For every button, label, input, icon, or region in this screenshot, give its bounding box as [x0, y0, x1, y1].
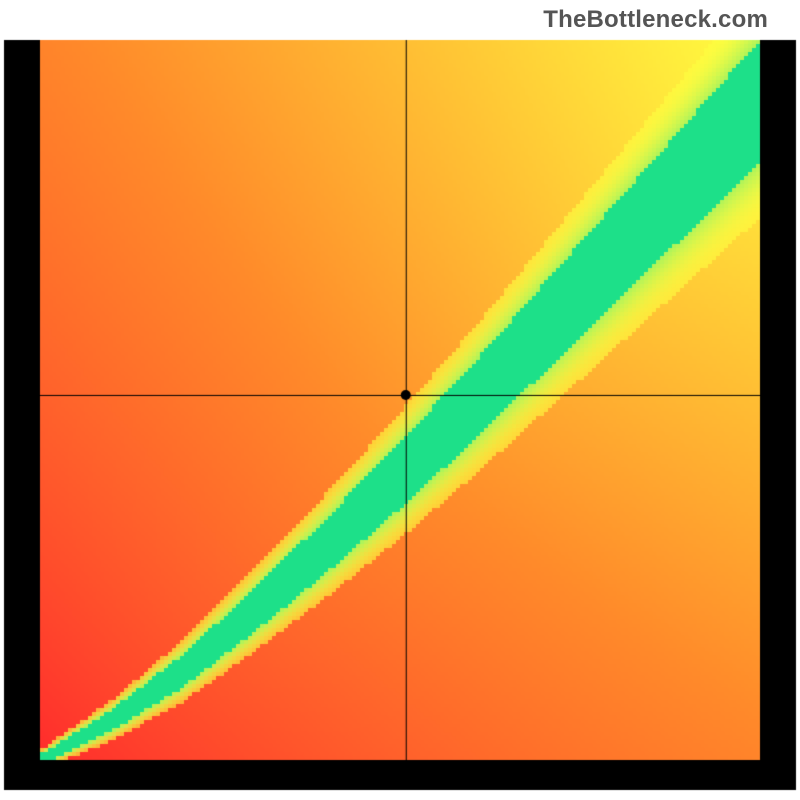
heatmap-canvas: [0, 0, 800, 800]
watermark-label: TheBottleneck.com: [543, 6, 768, 34]
chart-container: TheBottleneck.com: [0, 0, 800, 800]
